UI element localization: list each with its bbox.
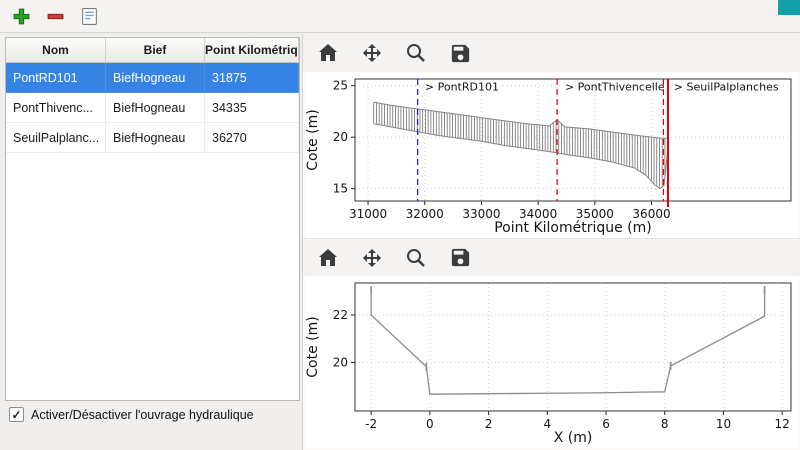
- home-icon: [319, 44, 337, 61]
- svg-text:22: 22: [333, 308, 348, 322]
- save-button[interactable]: [445, 243, 475, 273]
- svg-text:35000: 35000: [576, 207, 614, 221]
- svg-text:-2: -2: [365, 417, 377, 431]
- longitudinal-profile-chart[interactable]: 31000 32000 33000 34000 35000 36000 15 20 25 > Po…: [305, 72, 799, 238]
- cell-nom[interactable]: SeuilPalplanc...: [6, 123, 106, 153]
- cell-bief[interactable]: BiefHogneau: [106, 93, 205, 123]
- save-icon: [451, 248, 469, 267]
- table-row[interactable]: PontRD101 BiefHogneau 31875: [6, 63, 299, 93]
- svg-text:34000: 34000: [519, 207, 557, 221]
- cell-nom[interactable]: PontThivenc...: [6, 93, 106, 123]
- main-toolbar: [0, 0, 800, 33]
- pan-icon: [363, 248, 381, 267]
- add-structure-button[interactable]: [8, 3, 34, 29]
- svg-text:Point Kilométrique (m): Point Kilométrique (m): [494, 220, 652, 236]
- cell-pk[interactable]: 31875: [205, 63, 299, 93]
- column-header-pk[interactable]: Point Kilométrique: [205, 38, 299, 63]
- svg-text:31000: 31000: [349, 207, 387, 221]
- svg-text:Cote (m): Cote (m): [305, 109, 321, 170]
- home-button[interactable]: [313, 243, 343, 273]
- cell-nom[interactable]: PontRD101: [6, 63, 106, 93]
- plots-panel: 31000 32000 33000 34000 35000 36000 15 20 25 > Po…: [302, 34, 800, 450]
- profile-plot-toolbar: [303, 34, 800, 72]
- structures-table-panel: Nom Bief Point Kilométrique PontRD101 Bi…: [5, 37, 300, 401]
- svg-text:25: 25: [333, 79, 348, 93]
- svg-text:6: 6: [602, 417, 610, 431]
- home-button[interactable]: [313, 38, 343, 68]
- save-icon: [451, 44, 469, 62]
- svg-text:20: 20: [333, 130, 348, 144]
- svg-text:15: 15: [333, 182, 348, 196]
- cell-bief[interactable]: BiefHogneau: [106, 123, 205, 153]
- activation-row: ✓ Activer/Désactiver l'ouvrage hydrauliq…: [9, 407, 254, 422]
- pan-icon: [363, 44, 381, 62]
- plus-icon: [13, 8, 29, 24]
- svg-text:> PontRD101: > PontRD101: [425, 80, 499, 93]
- svg-text:> PontThivencelle: > PontThivencelle: [565, 80, 665, 93]
- minus-icon: [47, 13, 63, 19]
- home-icon: [319, 248, 337, 266]
- svg-text:32000: 32000: [406, 207, 444, 221]
- pan-button[interactable]: [357, 38, 387, 68]
- svg-text:2: 2: [485, 417, 493, 431]
- zoom-icon: [407, 44, 425, 62]
- column-header-nom[interactable]: Nom: [6, 38, 106, 63]
- table-header-row: Nom Bief Point Kilométrique: [6, 38, 299, 63]
- table-row[interactable]: PontThivenc... BiefHogneau 34335: [6, 93, 299, 123]
- svg-text:0: 0: [426, 417, 434, 431]
- save-button[interactable]: [445, 38, 475, 68]
- svg-text:> SeuilPalplanches: > SeuilPalplanches: [674, 80, 779, 93]
- zoom-button[interactable]: [401, 38, 431, 68]
- table-row[interactable]: SeuilPalplanc... BiefHogneau 36270: [6, 123, 299, 153]
- svg-text:X (m): X (m): [554, 430, 593, 446]
- remove-structure-button[interactable]: [42, 3, 68, 29]
- zoom-button[interactable]: [401, 243, 431, 273]
- activation-checkbox-label: Activer/Désactiver l'ouvrage hydraulique: [31, 407, 254, 422]
- column-header-bief[interactable]: Bief: [106, 38, 205, 63]
- svg-text:8: 8: [661, 417, 669, 431]
- svg-text:Cote (m): Cote (m): [305, 316, 321, 377]
- cell-pk[interactable]: 36270: [205, 123, 299, 153]
- zoom-icon: [407, 248, 425, 267]
- svg-text:20: 20: [333, 355, 348, 369]
- cell-bief[interactable]: BiefHogneau: [106, 63, 205, 93]
- svg-text:10: 10: [716, 417, 731, 431]
- edit-structure-button[interactable]: [76, 3, 102, 29]
- svg-text:36000: 36000: [632, 207, 670, 221]
- window-corner-accent: [778, 0, 800, 15]
- section-plot-toolbar: [303, 238, 800, 276]
- cross-section-chart[interactable]: -2 0 2 4 6 8 10 12 20 22 X (m) Cote (m): [305, 276, 799, 448]
- cell-pk[interactable]: 34335: [205, 93, 299, 123]
- svg-text:33000: 33000: [462, 207, 500, 221]
- form-icon: [81, 7, 97, 25]
- activation-checkbox[interactable]: ✓: [9, 407, 24, 422]
- pan-button[interactable]: [357, 243, 387, 273]
- svg-text:4: 4: [543, 417, 551, 431]
- svg-text:12: 12: [775, 417, 790, 431]
- check-icon: ✓: [11, 407, 22, 422]
